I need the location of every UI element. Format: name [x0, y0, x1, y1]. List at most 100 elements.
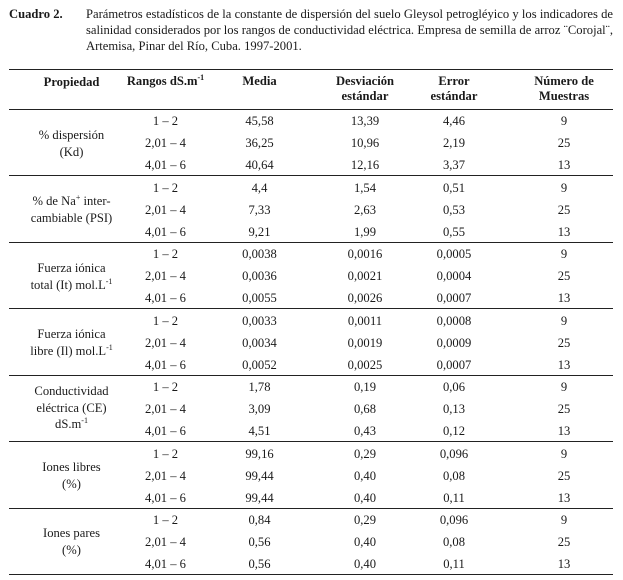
cell-error: 0,0008 [436, 314, 472, 328]
cell-error: 0,55 [442, 225, 466, 239]
cell-media: 45,58 [245, 114, 274, 128]
cell-desviacion: 0,0016 [347, 247, 383, 261]
cell-rango: 4,01 – 6 [145, 291, 186, 305]
cell-desviacion: 12,16 [350, 158, 380, 172]
cell-error: 0,53 [442, 203, 466, 217]
header-media: Media [242, 74, 277, 88]
cell-rango: 2,01 – 4 [145, 535, 186, 549]
cell-numero: 25 [557, 336, 571, 350]
property-label: % dispersión (Kd) [38, 128, 105, 159]
cell-rango: 1 – 2 [152, 380, 179, 394]
cell-desviacion: 13,39 [350, 114, 380, 128]
cell-numero: 13 [557, 557, 571, 571]
bottom-rule [9, 574, 613, 575]
cell-error: 3,37 [442, 158, 466, 172]
cell-error: 0,096 [439, 513, 469, 527]
cell-error: 0,51 [442, 181, 466, 195]
cell-media: 0,0033 [242, 314, 277, 328]
table-caption: Cuadro 2. Parámetros estadísticos de la … [9, 6, 613, 54]
cell-numero: 25 [557, 136, 571, 150]
cell-error: 0,096 [439, 447, 469, 461]
cell-media: 7,33 [248, 203, 271, 217]
cell-numero: 9 [560, 247, 568, 261]
cell-media: 3,09 [248, 402, 271, 416]
cell-error: 0,11 [443, 491, 465, 505]
cell-rango: 2,01 – 4 [145, 469, 186, 483]
cell-error: 0,11 [443, 557, 465, 571]
cell-numero: 9 [560, 447, 568, 461]
cell-desviacion: 0,29 [353, 447, 377, 461]
cell-media: 0,0034 [242, 336, 277, 350]
cell-rango: 1 – 2 [152, 181, 179, 195]
cell-desviacion: 0,0019 [347, 336, 383, 350]
cell-numero: 13 [557, 158, 571, 172]
group-divider [9, 242, 613, 243]
header-desviacion: Desviación estándar [335, 74, 395, 103]
property-label: Fuerza iónica libre (Il) mol.L-1 [30, 327, 113, 358]
cell-desviacion: 10,96 [350, 136, 380, 150]
cell-rango: 1 – 2 [152, 114, 179, 128]
property-label: Iones libres (%) [42, 460, 101, 491]
cell-rango: 4,01 – 6 [145, 358, 186, 372]
cell-numero: 25 [557, 269, 571, 283]
cell-rango: 1 – 2 [152, 247, 179, 261]
property-label: % de Na+ inter- cambiable (PSI) [30, 193, 113, 225]
cell-numero: 25 [557, 469, 571, 483]
cell-media: 9,21 [248, 225, 271, 239]
cell-rango: 1 – 2 [152, 447, 179, 461]
cell-numero: 13 [557, 424, 571, 438]
cell-desviacion: 1,99 [353, 225, 377, 239]
caption-text: Parámetros estadísticos de la constante … [86, 7, 613, 53]
header-error: Error estándar [430, 74, 478, 103]
cell-media: 0,0038 [242, 247, 277, 261]
cell-error: 0,06 [442, 380, 466, 394]
cell-numero: 13 [557, 225, 571, 239]
cell-desviacion: 0,40 [353, 535, 377, 549]
cell-rango: 4,01 – 6 [145, 557, 186, 571]
cell-media: 4,4 [251, 181, 268, 195]
cell-numero: 13 [557, 291, 571, 305]
cell-numero: 25 [557, 535, 571, 549]
group-divider [9, 508, 613, 509]
cell-media: 0,84 [248, 513, 271, 527]
cell-rango: 2,01 – 4 [145, 336, 186, 350]
cell-desviacion: 1,54 [353, 181, 377, 195]
cell-desviacion: 0,0011 [347, 314, 383, 328]
cell-numero: 9 [560, 513, 568, 527]
cell-media: 0,0052 [242, 358, 277, 372]
cell-rango: 2,01 – 4 [145, 203, 186, 217]
cell-media: 0,0055 [242, 291, 277, 305]
property-label: Conductividad eléctrica (CE) dS.m-1 [34, 384, 109, 431]
cell-rango: 4,01 – 6 [145, 225, 186, 239]
cell-error: 0,0005 [436, 247, 472, 261]
group-divider [9, 375, 613, 376]
cell-error: 0,0009 [436, 336, 472, 350]
cell-desviacion: 0,68 [353, 402, 377, 416]
cell-desviacion: 2,63 [353, 203, 377, 217]
cell-media: 1,78 [248, 380, 271, 394]
cell-error: 0,12 [442, 424, 466, 438]
cell-error: 0,13 [442, 402, 466, 416]
group-divider [9, 175, 613, 176]
cell-rango: 4,01 – 6 [145, 424, 186, 438]
cell-error: 0,0007 [436, 358, 472, 372]
header-propiedad: Propiedad [43, 75, 100, 89]
header-rule [9, 109, 613, 110]
cell-numero: 25 [557, 203, 571, 217]
cell-error: 2,19 [442, 136, 466, 150]
cell-media: 0,56 [248, 535, 271, 549]
cell-desviacion: 0,43 [353, 424, 377, 438]
cell-media: 36,25 [245, 136, 274, 150]
cell-numero: 25 [557, 402, 571, 416]
cell-rango: 4,01 – 6 [145, 491, 186, 505]
cell-rango: 1 – 2 [152, 314, 179, 328]
header-numero-muestras: Número de Muestras [534, 74, 594, 103]
cell-desviacion: 0,0021 [347, 269, 383, 283]
cell-error: 4,46 [442, 114, 466, 128]
cell-numero: 9 [560, 380, 568, 394]
cell-numero: 9 [560, 181, 568, 195]
cell-rango: 2,01 – 4 [145, 136, 186, 150]
cell-media: 99,44 [245, 469, 274, 483]
cell-media: 99,44 [245, 491, 274, 505]
cell-desviacion: 0,0026 [347, 291, 383, 305]
